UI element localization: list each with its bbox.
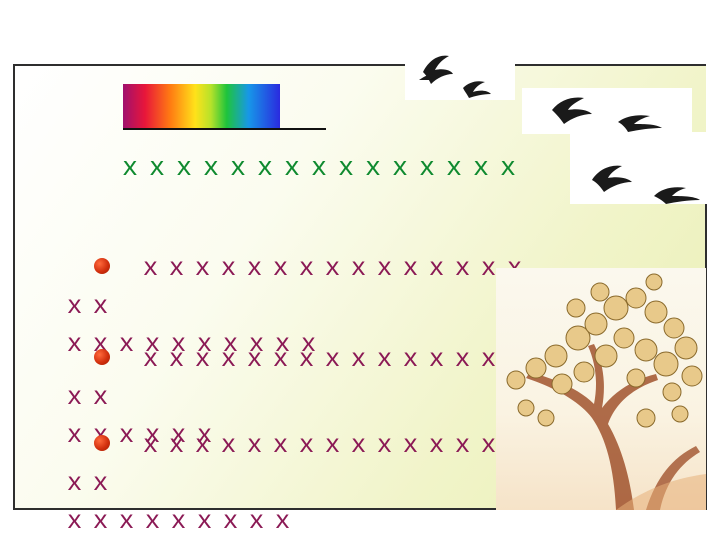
- flying-bird-icon: [419, 55, 491, 98]
- bird-panel-2: [522, 88, 692, 134]
- flying-bird-icon: [552, 97, 662, 132]
- slide-title: ｘｘｘｘｘｘｘｘｘｘｘｘｘｘｘ: [117, 152, 523, 182]
- bullet-text-line2: ｘｘｘｘｘｘ: [62, 419, 219, 448]
- bullet-text-line1: ｘｘｘｘｘｘｘｘｘｘｘｘｘｘｘｘｘ: [62, 429, 529, 496]
- bird-panel-1: [405, 40, 515, 100]
- bullet-text-line1: ｘｘｘｘｘｘｘｘｘｘｘｘｘｘｘｘｘ: [62, 343, 529, 410]
- bullet-text-line1: ｘｘｘｘｘｘｘｘｘｘｘｘｘｘｘｘｘ: [62, 252, 529, 319]
- rainbow-bar: [123, 84, 280, 128]
- bullet-item-3: ｘｘｘｘｘｘｘｘｘｘｘｘｘｘｘｘｘ ｘｘｘｘｘｘｘｘｘ: [62, 425, 532, 539]
- flying-bird-icon: [592, 165, 700, 204]
- frame-right-border: [705, 202, 707, 510]
- tree-icon: [506, 273, 706, 510]
- bullet-dot-icon: [94, 258, 110, 274]
- bird-panel-3: [570, 132, 720, 204]
- bullet-text-line2: ｘｘｘｘｘｘｘｘｘ: [62, 505, 297, 534]
- bullet-dot-icon: [94, 349, 110, 365]
- bullet-dot-icon: [94, 435, 110, 451]
- autumn-tree-illustration: [496, 268, 706, 510]
- rainbow-underline: [123, 128, 326, 130]
- bullet-item-2: ｘｘｘｘｘｘｘｘｘｘｘｘｘｘｘｘｘ ｘｘｘｘｘｘ: [62, 339, 532, 453]
